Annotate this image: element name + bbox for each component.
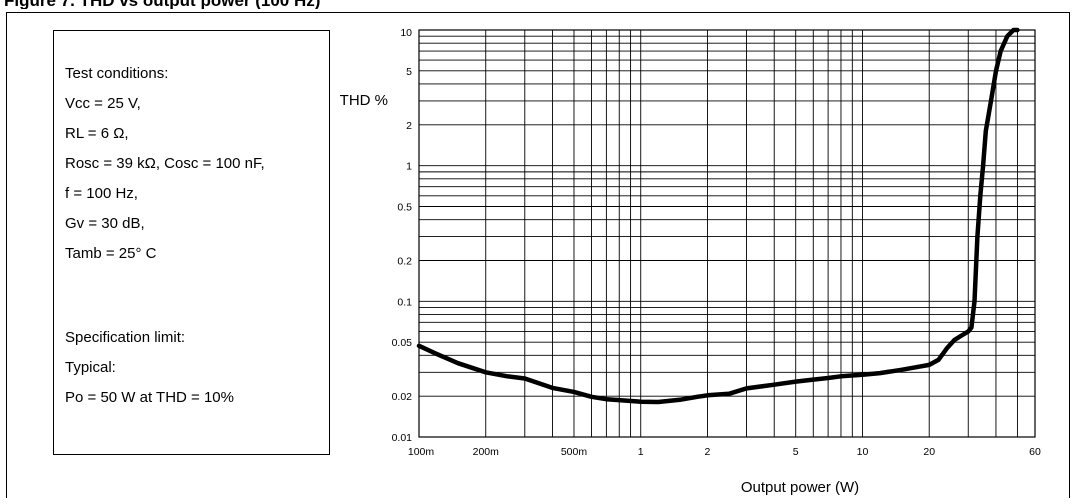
x-tick-label: 10 xyxy=(857,446,869,458)
x-tick-label: 5 xyxy=(793,446,799,458)
y-tick-label: 0.5 xyxy=(397,202,412,214)
y-tick-label: 0.05 xyxy=(392,337,413,349)
plot-area-border xyxy=(418,29,1036,438)
y-tick-label: 0.02 xyxy=(392,391,413,403)
y-tick-label: 1 xyxy=(406,161,412,173)
y-tick-label: 10 xyxy=(400,27,412,39)
y-tick-label: 0.1 xyxy=(397,296,412,308)
figure-frame xyxy=(6,12,1070,498)
condition-rosc-cosc: Rosc = 39 kΩ, Cosc = 100 nF, xyxy=(65,155,265,172)
x-tick-label: 20 xyxy=(923,446,935,458)
condition-gain: Gv = 30 dB, xyxy=(65,215,145,232)
y-tick-label: 0.2 xyxy=(397,255,412,267)
condition-frequency: f = 100 Hz, xyxy=(65,185,138,202)
x-tick-label: 1 xyxy=(638,446,644,458)
x-tick-label: 500m xyxy=(561,446,588,458)
y-tick-label: 5 xyxy=(406,66,412,78)
condition-vcc: Vcc = 25 V, xyxy=(65,95,141,112)
x-tick-label: 60 xyxy=(1029,446,1041,458)
condition-tamb: Tamb = 25° C xyxy=(65,245,157,262)
figure-caption: Figure 7. THD vs output power (100 Hz) xyxy=(4,0,320,9)
y-tick-label: 0.01 xyxy=(392,432,413,444)
condition-rl: RL = 6 Ω, xyxy=(65,125,129,142)
test-conditions-box: Test conditions: Vcc = 25 V, RL = 6 Ω, R… xyxy=(53,30,330,455)
thd-curve xyxy=(416,27,1020,405)
chart-grid xyxy=(419,30,1035,437)
x-tick-label: 2 xyxy=(705,446,711,458)
y-tick-labels: 0.01 0.02 0.05 0.1 0.2 0.5 1 2 5 10 xyxy=(392,27,413,444)
spec-typical-label: Typical: xyxy=(65,359,116,376)
test-conditions-heading: Test conditions: xyxy=(65,65,169,82)
x-axis-label: Output power (W) xyxy=(741,479,859,496)
spec-limit-heading: Specification limit: xyxy=(65,329,186,346)
x-tick-label: 100m xyxy=(408,446,435,458)
x-tick-labels: 100m 200m 500m 1 2 5 10 20 60 xyxy=(408,446,1041,458)
y-axis-label: THD % xyxy=(340,92,388,109)
y-tick-label: 2 xyxy=(406,120,412,132)
x-tick-label: 200m xyxy=(473,446,500,458)
spec-typical-value: Po = 50 W at THD = 10% xyxy=(65,389,234,406)
